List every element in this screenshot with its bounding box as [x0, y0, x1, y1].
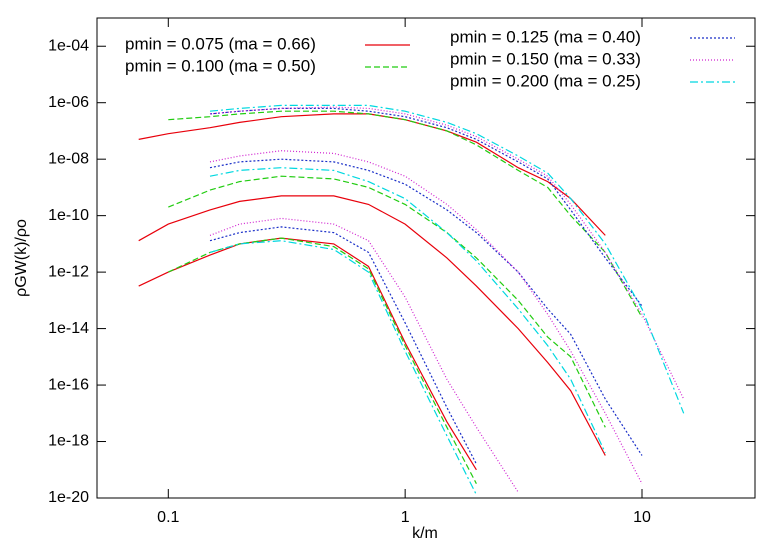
series-line — [209, 158, 643, 456]
series-line — [209, 150, 643, 484]
series-line — [209, 226, 477, 465]
series-line — [168, 110, 643, 318]
series-line — [209, 167, 606, 454]
x-tick-label: 10 — [633, 509, 651, 526]
y-tick-label: 1e-20 — [48, 489, 89, 506]
legend-label: pmin = 0.150 (ma = 0.33) — [450, 49, 641, 68]
legend-label: pmin = 0.100 (ma = 0.50) — [125, 56, 316, 75]
legend-label: pmin = 0.125 (ma = 0.40) — [450, 27, 641, 46]
y-axis-label: ρGW(k)/ρo — [13, 219, 30, 297]
y-tick-label: 1e-06 — [48, 94, 89, 111]
series-line — [138, 237, 477, 471]
series-line — [209, 106, 685, 400]
y-tick-label: 1e-08 — [48, 150, 89, 167]
legend-label: pmin = 0.075 (ma = 0.66) — [125, 34, 316, 53]
series-line — [209, 107, 643, 307]
series-line — [138, 113, 606, 236]
series-line — [209, 217, 519, 493]
y-tick-label: 1e-10 — [48, 207, 89, 224]
series-line — [209, 240, 477, 496]
plot-frame — [96, 17, 756, 499]
legend-label: pmin = 0.200 (ma = 0.25) — [450, 71, 641, 90]
series-line — [209, 104, 685, 414]
y-tick-label: 1e-18 — [48, 433, 89, 450]
y-tick-label: 1e-14 — [48, 320, 89, 337]
y-tick-label: 1e-04 — [48, 37, 89, 54]
series-line — [168, 237, 477, 484]
x-axis-label: k/m — [412, 525, 438, 542]
y-tick-label: 1e-16 — [48, 376, 89, 393]
x-tick-label: 1 — [401, 509, 410, 526]
series-line — [168, 175, 606, 428]
y-tick-label: 1e-12 — [48, 263, 89, 280]
x-tick-label: 0.1 — [157, 509, 179, 526]
series-line — [138, 195, 606, 456]
